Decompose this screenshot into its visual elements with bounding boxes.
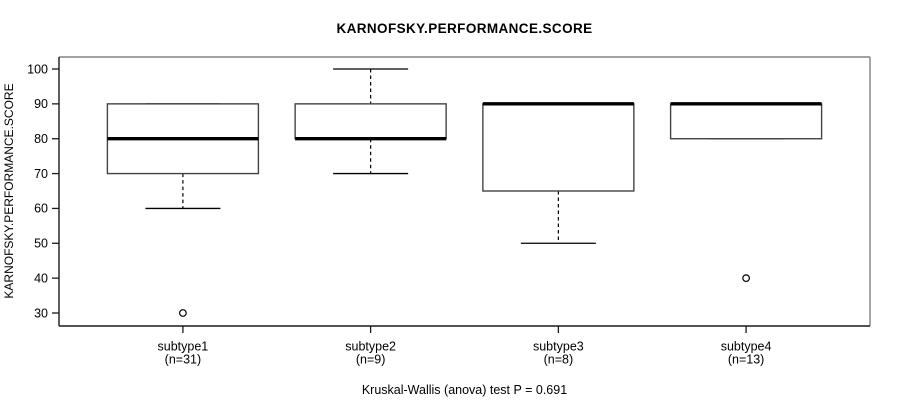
y-tick-label: 40 [34, 271, 48, 285]
outlier-point [179, 309, 187, 317]
y-tick-label: 70 [34, 167, 48, 181]
x-group-label: subtype3 [533, 340, 584, 354]
stat-test-caption: Kruskal-Wallis (anova) test P = 0.691 [361, 383, 568, 397]
y-tick-label: 90 [34, 97, 48, 111]
y-tick-label: 100 [27, 62, 48, 76]
x-group-label: subtype2 [345, 340, 396, 354]
chart-title: KARNOFSKY.PERFORMANCE.SCORE [336, 21, 593, 36]
box-iqr-rect [294, 103, 447, 140]
y-tick-label: 50 [34, 237, 48, 251]
x-group-n-label: (n=9) [356, 353, 386, 367]
x-group-label: subtype4 [721, 340, 772, 354]
x-group-n-label: (n=13) [728, 353, 764, 367]
x-group-n-label: (n=8) [544, 353, 574, 367]
y-tick-label: 30 [34, 306, 48, 320]
box-iqr-rect [482, 103, 635, 192]
y-tick-label: 80 [34, 132, 48, 146]
y-tick-label: 60 [34, 202, 48, 216]
x-group-label: subtype1 [158, 340, 209, 354]
outlier-point [742, 274, 750, 283]
x-group-n-label: (n=31) [165, 353, 201, 367]
box-iqr-rect [669, 103, 823, 140]
